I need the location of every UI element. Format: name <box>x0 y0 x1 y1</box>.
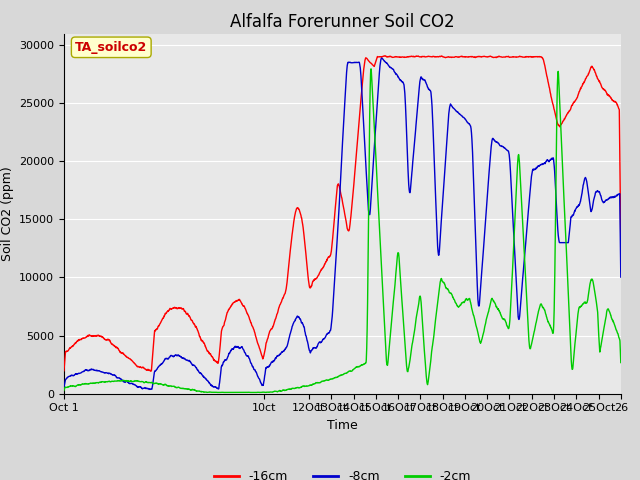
X-axis label: Time: Time <box>327 419 358 432</box>
Legend: -16cm, -8cm, -2cm: -16cm, -8cm, -2cm <box>209 465 476 480</box>
Y-axis label: Soil CO2 (ppm): Soil CO2 (ppm) <box>1 166 13 261</box>
Title: Alfalfa Forerunner Soil CO2: Alfalfa Forerunner Soil CO2 <box>230 12 454 31</box>
Text: TA_soilco2: TA_soilco2 <box>75 41 147 54</box>
